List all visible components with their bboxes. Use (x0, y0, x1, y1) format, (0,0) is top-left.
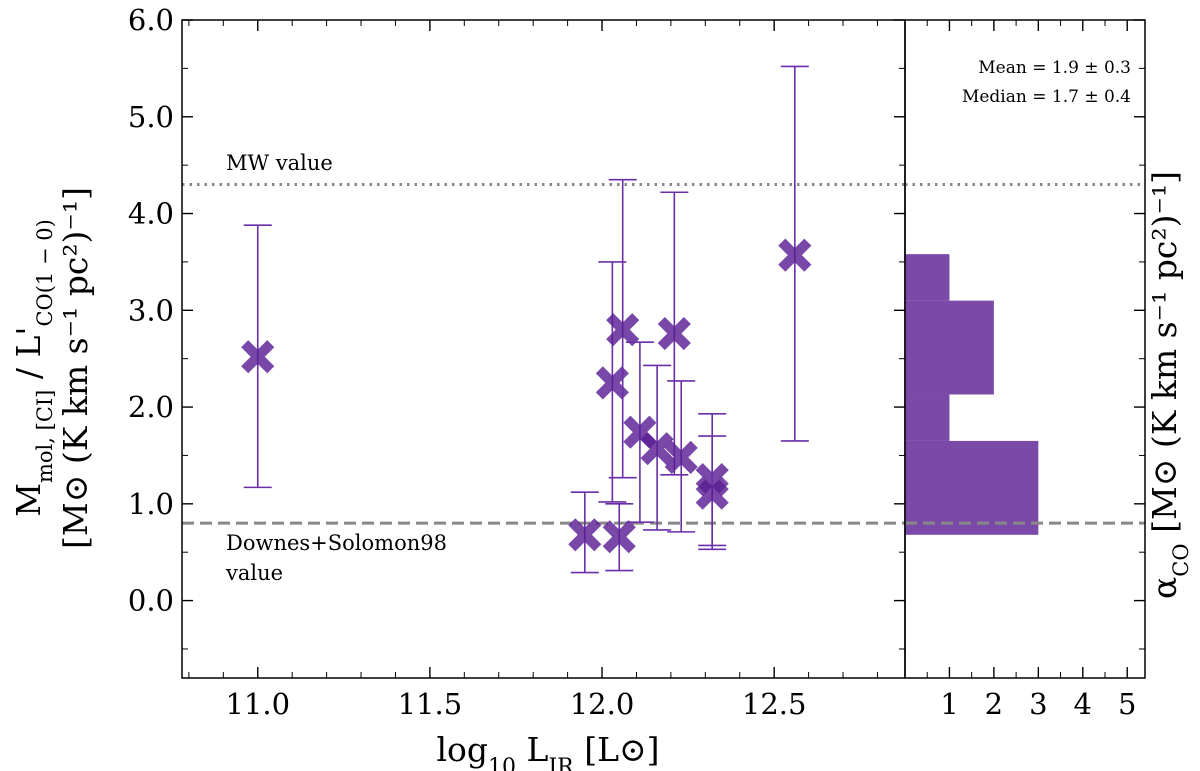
data-point (640, 364, 674, 531)
marker-stroke-b (241, 340, 275, 374)
x-tick-label: 12.0 (570, 687, 635, 721)
data-point (606, 178, 640, 479)
hist-x-tick-label: 4 (1074, 687, 1092, 721)
x-marker (778, 238, 812, 272)
data-point (664, 380, 698, 533)
y-axis-label-line2: [M⊙ (K km s⁻¹ pc²)⁻¹] (56, 187, 95, 549)
data-point (778, 65, 812, 442)
data-point (568, 491, 602, 574)
marker-stroke-b (602, 520, 636, 554)
marker-stroke-b (568, 518, 602, 552)
median-stat: Median = 1.7 ± 0.4 (962, 87, 1131, 107)
histogram-axis-ticks (926, 19, 1145, 678)
histogram-bars (905, 254, 1039, 535)
x-marker (568, 518, 602, 552)
y-tick-label: 4.0 (128, 197, 174, 231)
y-tick-label: 6.0 (128, 3, 174, 37)
x-marker (595, 366, 629, 400)
y-tick-label: 3.0 (128, 293, 174, 327)
y-tick-label: 5.0 (128, 100, 174, 134)
histogram-bar (905, 300, 994, 395)
marker-stroke-b (595, 366, 629, 400)
main-tick-labels: 11.0 11.5 12.0 12.5 0.0 1.0 2.0 3.0 4.0 5.0 6.0 (128, 3, 807, 721)
x-marker (602, 520, 636, 554)
x-marker (606, 313, 640, 347)
downes-solomon-label-line2: value (225, 561, 283, 585)
y-axis-label-line1: Mmol, [CI] / L'CO(1 − 0) (9, 219, 57, 517)
x-marker (657, 316, 691, 351)
marker-stroke-b (664, 440, 698, 474)
data-point (595, 261, 629, 503)
y-tick-label: 0.0 (128, 584, 174, 618)
main-plot-frame (181, 19, 906, 679)
y-tick-label: 2.0 (128, 390, 174, 424)
marker-stroke-b (606, 313, 640, 347)
downes-solomon-label-line1: Downes+Solomon98 (226, 531, 447, 555)
data-point (657, 191, 691, 476)
data-point (602, 503, 636, 572)
x-tick-label: 11.0 (225, 687, 290, 721)
alpha-co-axis-label: αCO [M⊙ (K km s⁻¹ pc²)⁻¹] (1145, 171, 1193, 599)
main-axis-ticks (182, 19, 905, 678)
hist-x-tick-label: 2 (985, 687, 1003, 721)
marker-stroke-b (695, 476, 729, 510)
marker-stroke-b (640, 432, 674, 466)
data-point (695, 435, 729, 551)
hist-x-tick-label: 1 (940, 687, 958, 721)
histogram-bar (905, 440, 1039, 535)
marker-stroke-b (623, 415, 657, 449)
marker-stroke-b (778, 238, 812, 272)
y-tick-label: 1.0 (128, 487, 174, 521)
x-marker (640, 432, 674, 466)
x-tick-label: 11.5 (398, 687, 463, 721)
reference-lines (182, 183, 905, 525)
main-scatter-panel: 11.0 11.5 12.0 12.5 0.0 1.0 2.0 3.0 4.0 5.0 6.0 MW… (9, 3, 906, 771)
histogram-reference-lines (905, 183, 1145, 525)
x-marker (695, 476, 729, 510)
data-point (623, 341, 657, 524)
marker-stroke-b (657, 316, 691, 351)
hist-x-tick-label: 3 (1029, 687, 1047, 721)
histogram-bar (905, 254, 950, 301)
data-point (241, 224, 275, 489)
mean-stat: Mean = 1.9 ± 0.3 (978, 58, 1131, 78)
mw-value-label: MW value (226, 151, 333, 175)
x-tick-label: 12.5 (742, 687, 807, 721)
x-axis-label: log10 LIR [L⊙] (436, 730, 659, 771)
histogram-plot-frame (904, 19, 1146, 679)
x-marker (241, 340, 275, 374)
data-points (241, 65, 812, 574)
histogram-bar (905, 394, 950, 441)
x-marker (664, 440, 698, 474)
hist-x-tick-label: 5 (1118, 687, 1136, 721)
